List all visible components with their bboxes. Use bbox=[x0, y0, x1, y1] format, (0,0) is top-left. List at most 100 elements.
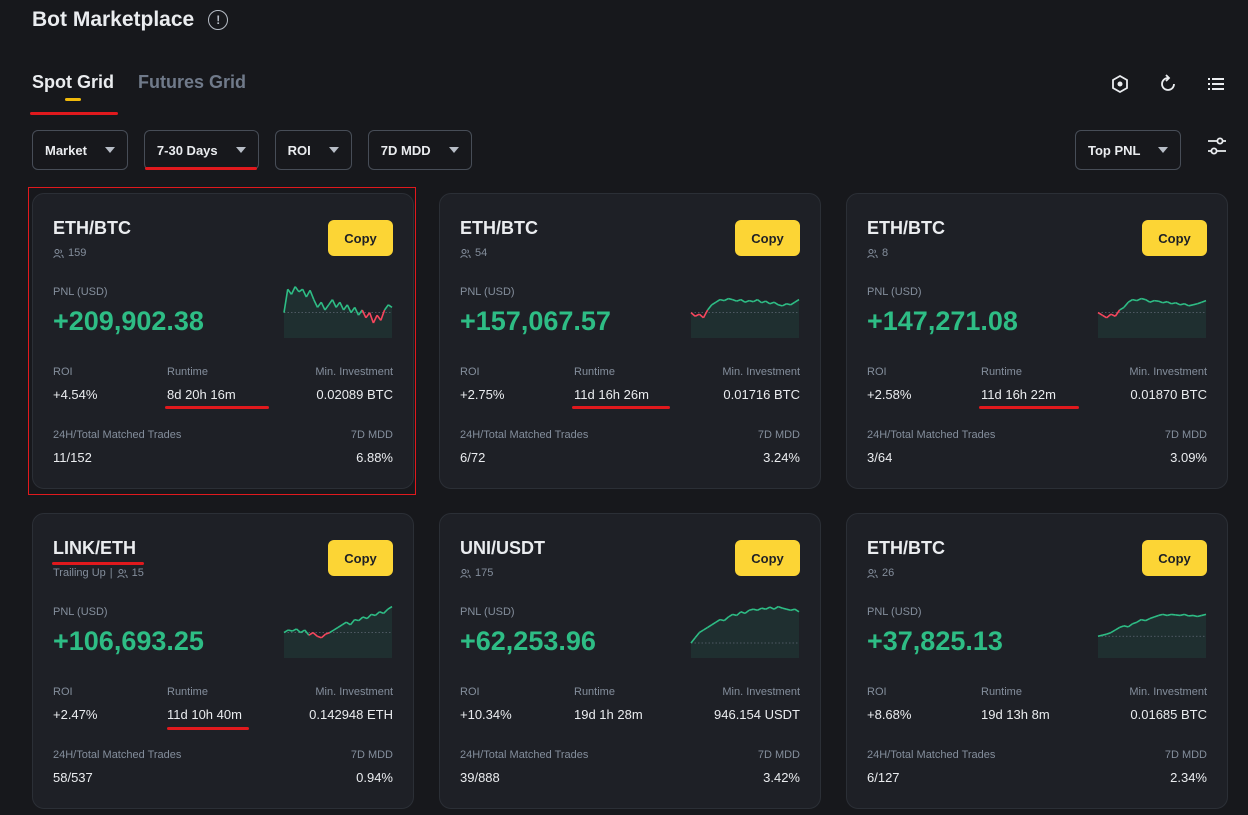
runtime-value: 19d 1h 28m bbox=[574, 707, 643, 722]
roi-value: +2.47% bbox=[53, 707, 98, 722]
mdd-value: 6.88% bbox=[356, 450, 393, 465]
copier-count: 26 bbox=[882, 567, 895, 579]
refresh-icon[interactable] bbox=[1156, 72, 1180, 96]
min-investment-label: Min. Investment bbox=[1129, 686, 1207, 698]
copier-count-row: 159 bbox=[53, 247, 86, 259]
pnl-label: PNL (USD) bbox=[867, 606, 922, 618]
matched-trades-value: 3/64 bbox=[867, 450, 893, 465]
mdd-label: 7D MDD bbox=[1164, 749, 1207, 761]
copier-count: 54 bbox=[475, 247, 488, 259]
matched-trades-label: 24H/Total Matched Trades bbox=[53, 749, 182, 761]
pair-name: ETH/BTC bbox=[53, 218, 131, 238]
users-icon bbox=[460, 248, 471, 258]
runtime-label: Runtime bbox=[981, 686, 1022, 698]
pnl-sparkline bbox=[690, 297, 800, 338]
copier-count-row: 26 bbox=[867, 567, 894, 579]
matched-trades-label: 24H/Total Matched Trades bbox=[460, 429, 589, 441]
copier-count-row: 8 bbox=[867, 247, 888, 259]
caret-down-icon bbox=[448, 147, 459, 153]
page-title: Bot Marketplace bbox=[32, 8, 195, 31]
min-investment-label: Min. Investment bbox=[1129, 366, 1207, 378]
matched-trades-value: 39/888 bbox=[460, 770, 500, 785]
info-icon[interactable]: ! bbox=[208, 10, 229, 30]
min-investment-label: Min. Investment bbox=[315, 686, 393, 698]
copy-button[interactable]: Copy bbox=[328, 540, 393, 576]
annotation-underline bbox=[979, 406, 1079, 409]
min-investment-value: 0.02089 BTC bbox=[316, 387, 393, 402]
copy-button[interactable]: Copy bbox=[735, 540, 800, 576]
pnl-sparkline bbox=[1097, 613, 1207, 658]
bot-card[interactable]: ETH/BTC 26 Copy PNL (USD) +37,825.13 ROI… bbox=[846, 513, 1228, 809]
copy-button[interactable]: Copy bbox=[1142, 220, 1207, 256]
sort-dropdown[interactable]: Top PNL bbox=[1075, 130, 1182, 170]
mdd-label: 7D MDD bbox=[757, 429, 800, 441]
runtime-label: Runtime bbox=[167, 366, 208, 378]
annotation-underline bbox=[572, 406, 670, 409]
copier-count: 8 bbox=[882, 247, 889, 259]
caret-down-icon bbox=[328, 147, 339, 153]
roi-dropdown[interactable]: ROI bbox=[274, 130, 352, 170]
pair-name: ETH/BTC bbox=[867, 538, 945, 558]
market-dropdown[interactable]: Market bbox=[32, 130, 128, 170]
pnl-value: +157,067.57 bbox=[460, 306, 611, 336]
dropdown-label: 7-30 Days bbox=[156, 142, 218, 158]
tab-futures-grid[interactable]: Futures Grid bbox=[138, 72, 247, 92]
pnl-label: PNL (USD) bbox=[460, 286, 515, 298]
matched-trades-label: 24H/Total Matched Trades bbox=[53, 429, 182, 441]
days-dropdown[interactable]: 7-30 Days bbox=[143, 130, 259, 170]
min-investment-value: 0.01685 BTC bbox=[1130, 707, 1207, 722]
pnl-sparkline bbox=[283, 605, 393, 658]
roi-label: ROI bbox=[867, 366, 887, 378]
runtime-label: Runtime bbox=[981, 366, 1022, 378]
tab-bar: Spot Grid Futures Grid bbox=[32, 72, 246, 101]
bot-card[interactable]: ETH/BTC 54 Copy PNL (USD) +157,067.57 RO… bbox=[439, 193, 821, 489]
pnl-value: +209,902.38 bbox=[53, 306, 204, 336]
roi-value: +2.58% bbox=[867, 387, 912, 402]
pnl-value: +147,271.08 bbox=[867, 306, 1018, 336]
copy-button[interactable]: Copy bbox=[735, 220, 800, 256]
roi-label: ROI bbox=[460, 686, 480, 698]
caret-down-icon bbox=[235, 147, 246, 153]
bot-card[interactable]: UNI/USDT 175 Copy PNL (USD) +62,253.96 R… bbox=[439, 513, 821, 809]
mdd-value: 2.34% bbox=[1170, 770, 1207, 785]
mdd-value: 3.42% bbox=[763, 770, 800, 785]
min-investment-value: 0.142948 ETH bbox=[309, 707, 393, 722]
users-icon bbox=[53, 248, 64, 258]
users-icon bbox=[867, 248, 878, 258]
mdd-value: 0.94% bbox=[356, 770, 393, 785]
min-investment-label: Min. Investment bbox=[315, 366, 393, 378]
runtime-value: 11d 16h 22m bbox=[981, 387, 1056, 402]
bot-card[interactable]: LINK/ETH Trailing Up | 15 Copy PNL (USD) … bbox=[32, 513, 414, 809]
roi-value: +2.75% bbox=[460, 387, 505, 402]
pnl-label: PNL (USD) bbox=[867, 286, 922, 298]
roi-value: +4.54% bbox=[53, 387, 98, 402]
pnl-value: +62,253.96 bbox=[460, 626, 596, 656]
matched-trades-value: 6/127 bbox=[867, 770, 900, 785]
roi-value: +10.34% bbox=[460, 707, 512, 722]
list-icon[interactable] bbox=[1204, 72, 1228, 96]
tab-spot-grid[interactable]: Spot Grid bbox=[32, 72, 114, 101]
users-icon bbox=[460, 568, 471, 578]
separator: | bbox=[109, 567, 113, 579]
mdd-dropdown[interactable]: 7D MDD bbox=[367, 130, 472, 170]
annotation-underline bbox=[167, 727, 249, 730]
runtime-label: Runtime bbox=[167, 686, 208, 698]
copy-button[interactable]: Copy bbox=[1142, 540, 1207, 576]
mdd-label: 7D MDD bbox=[757, 749, 800, 761]
matched-trades-label: 24H/Total Matched Trades bbox=[867, 749, 996, 761]
bot-card[interactable]: ETH/BTC 159 Copy PNL (USD) +209,902.38 R… bbox=[32, 193, 414, 489]
copier-count: 175 bbox=[475, 567, 494, 579]
hexagon-icon[interactable] bbox=[1108, 72, 1132, 96]
matched-trades-label: 24H/Total Matched Trades bbox=[867, 429, 996, 441]
pnl-label: PNL (USD) bbox=[53, 606, 108, 618]
copy-button[interactable]: Copy bbox=[328, 220, 393, 256]
filter-settings-icon[interactable] bbox=[1205, 134, 1229, 158]
pnl-value: +106,693.25 bbox=[53, 626, 204, 656]
copier-count-row: Trailing Up | 15 bbox=[53, 567, 144, 579]
dropdown-label: Top PNL bbox=[1088, 142, 1141, 158]
bot-card[interactable]: ETH/BTC 8 Copy PNL (USD) +147,271.08 ROI… bbox=[846, 193, 1228, 489]
matched-trades-value: 11/152 bbox=[53, 450, 92, 465]
runtime-label: Runtime bbox=[574, 366, 615, 378]
pair-name: ETH/BTC bbox=[867, 218, 945, 238]
users-icon bbox=[867, 568, 878, 578]
